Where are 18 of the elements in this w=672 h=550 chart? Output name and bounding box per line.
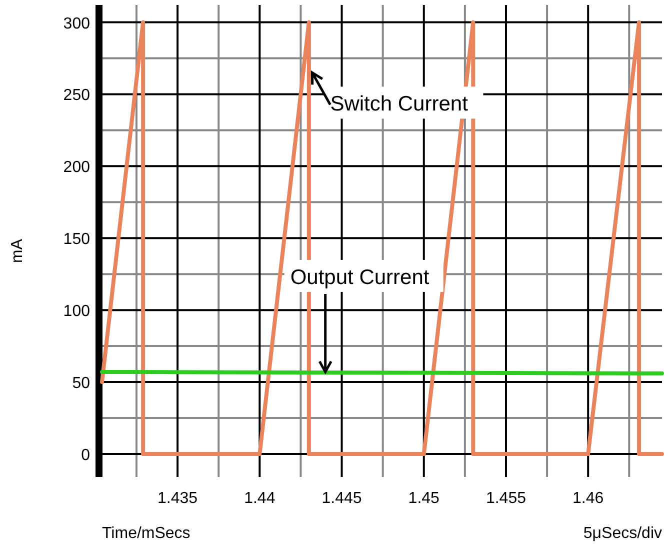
x-tick-label: 1.46 [572, 490, 604, 507]
x-tick-label: 1.445 [322, 490, 362, 507]
annotation: Switch Current [330, 92, 468, 116]
x-tick-label: 1.435 [158, 490, 198, 507]
y-tick-label: 0 [81, 446, 90, 464]
y-tick-label: 150 [63, 231, 90, 248]
y-tick-label: 200 [63, 159, 90, 176]
y-axis-title: mA [9, 238, 26, 263]
x-tick-label: 1.44 [244, 490, 276, 507]
y-tick-label: 250 [63, 87, 90, 104]
x-axis-title: Time/mSecs [102, 525, 190, 542]
y-tick-label: 50 [72, 375, 90, 392]
y-tick-label: 100 [63, 303, 90, 320]
x-tick-label: 1.45 [408, 490, 440, 507]
annotation: Output Current [290, 266, 430, 289]
text: 5μSecs/div [583, 525, 662, 542]
x-tick-label: 1.455 [486, 490, 526, 507]
y-tick-label: 300 [63, 15, 90, 32]
